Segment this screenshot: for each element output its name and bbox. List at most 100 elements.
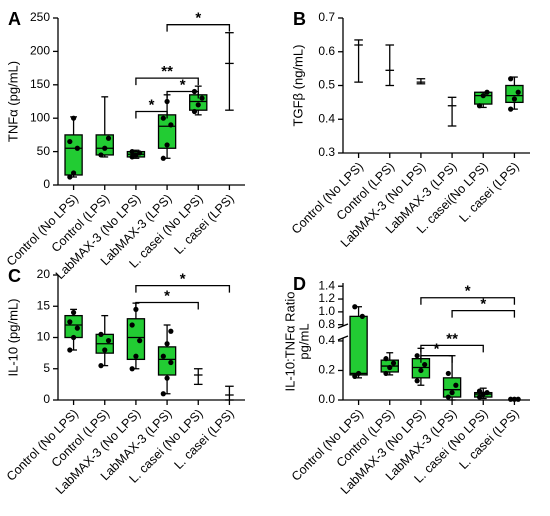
point	[74, 145, 80, 151]
point	[129, 366, 135, 372]
point	[445, 394, 451, 400]
point	[355, 370, 362, 377]
significance-bracket	[135, 301, 199, 310]
point	[352, 304, 358, 310]
significance-label: *	[180, 271, 186, 288]
y-tick-label: 15	[37, 298, 51, 312]
point	[105, 338, 112, 344]
point	[168, 359, 174, 366]
point	[484, 89, 490, 95]
significance-label: *	[180, 76, 186, 93]
point	[484, 390, 490, 396]
significance-bracket	[135, 284, 231, 293]
point	[129, 322, 135, 328]
panel-letter: A	[8, 9, 21, 29]
panel-letter: B	[293, 9, 306, 29]
point	[476, 394, 483, 400]
point	[105, 135, 112, 141]
point	[359, 313, 365, 319]
axis-break	[337, 335, 349, 341]
point	[98, 363, 104, 369]
point	[449, 390, 455, 396]
point	[414, 378, 420, 384]
y-tick-label: 50	[37, 144, 51, 158]
point	[70, 334, 77, 341]
y-tick-label: 20	[37, 267, 51, 281]
y-axis-label: pg/mL	[296, 323, 311, 359]
point	[102, 347, 108, 353]
point	[133, 353, 139, 359]
y-tick-label: 200	[30, 44, 50, 58]
point	[511, 96, 518, 102]
point	[508, 106, 514, 112]
point	[383, 356, 389, 362]
point	[453, 382, 459, 388]
y-tick-label: 0.5	[318, 78, 335, 92]
point	[390, 360, 397, 366]
point	[164, 142, 170, 148]
point	[515, 89, 521, 95]
y-tick-label: 0.4	[318, 111, 335, 125]
point	[98, 331, 104, 337]
significance-label: *	[195, 10, 201, 27]
box	[64, 314, 83, 339]
y-tick-label: 5	[43, 361, 50, 375]
axis-break	[337, 323, 349, 329]
point	[476, 388, 483, 394]
box	[157, 346, 177, 376]
point	[67, 174, 73, 180]
point	[98, 152, 104, 158]
y-axis-label: TGFβ (ng/mL)	[290, 45, 305, 127]
point	[74, 325, 80, 331]
box	[349, 315, 368, 376]
point	[418, 367, 424, 374]
point	[164, 98, 170, 105]
significance-label: *	[149, 96, 155, 113]
point	[168, 122, 174, 128]
y-tick-label: 0.2	[318, 363, 335, 377]
point	[414, 353, 420, 359]
y-tick-label: 150	[30, 77, 50, 91]
y-tick-label: 0.6	[318, 44, 335, 58]
y-tick-label: 0.4	[318, 333, 335, 347]
point	[160, 155, 166, 161]
y-tick-label: 1.4	[318, 278, 335, 292]
significance-bracket	[135, 77, 199, 86]
panel-letter: D	[293, 274, 306, 294]
point	[445, 370, 451, 377]
point	[383, 370, 389, 377]
point	[387, 364, 393, 371]
y-tick-label: 0.0	[318, 392, 335, 406]
y-tick-label: 1.0	[318, 304, 335, 318]
point	[195, 102, 201, 108]
y-tick-label: 1.2	[318, 291, 335, 305]
point	[164, 341, 170, 347]
significance-label: *	[480, 296, 486, 313]
significance-bracket	[420, 355, 453, 363]
y-tick-label: 10	[37, 330, 51, 344]
significance-bracket	[135, 110, 168, 119]
point	[160, 115, 166, 121]
significance-bracket	[166, 90, 199, 99]
point	[67, 138, 73, 145]
y-tick-label: 0	[43, 392, 50, 406]
significance-bracket	[451, 309, 516, 318]
point	[160, 391, 166, 397]
point	[352, 373, 358, 379]
point	[102, 145, 108, 151]
y-tick-label: 0.8	[318, 317, 335, 331]
box	[442, 377, 462, 398]
significance-label: **	[161, 63, 173, 80]
point	[129, 149, 135, 155]
y-tick-label: 0.7	[318, 10, 335, 24]
y-axis-label: TNFα (pg/mL)	[5, 61, 20, 142]
y-axis-label: IL-10 (pg/mL)	[5, 298, 20, 376]
box	[126, 318, 146, 361]
point	[70, 115, 77, 121]
point	[168, 328, 174, 334]
point	[508, 396, 514, 402]
point	[164, 375, 170, 381]
point	[199, 95, 205, 101]
point	[67, 347, 73, 353]
